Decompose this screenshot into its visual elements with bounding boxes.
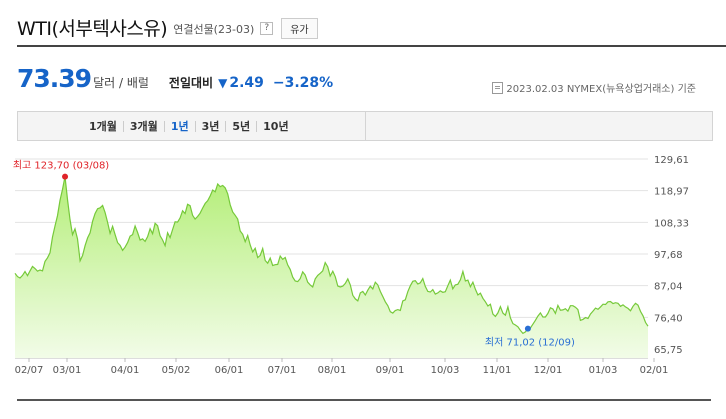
period-tab[interactable]: 5년: [232, 120, 251, 133]
low-label: 최저 71,02 (12/09): [485, 337, 575, 349]
period-tab[interactable]: 3개월: [129, 120, 158, 133]
tab-separator: [194, 120, 196, 132]
high-point-marker: [62, 173, 69, 180]
y-tick-label: 97,68: [654, 250, 683, 261]
y-tick-label: 129,61: [654, 155, 689, 166]
header-divider: [17, 45, 726, 47]
x-tick-label: 05/02: [162, 365, 191, 376]
period-tab[interactable]: 1개월: [89, 120, 117, 133]
x-tick-label: 08/01: [318, 365, 347, 376]
header: WTI(서부텍사스유) 연결선물(23-03) ? 유가: [17, 12, 318, 42]
price-unit: 달러 / 배럴: [93, 76, 149, 90]
page-title: WTI(서부텍사스유): [17, 17, 168, 40]
high-label: 최고 123,70 (03/08): [13, 160, 109, 172]
low-point-marker: [524, 325, 531, 332]
compare-label: 전일대비: [168, 76, 214, 90]
y-tick-label: 108,33: [654, 218, 689, 229]
x-tick-label: 12/01: [534, 365, 563, 376]
x-tick-label: 06/01: [215, 365, 244, 376]
contract-subtitle: 연결선물(23-03): [173, 22, 255, 36]
help-icon[interactable]: ?: [260, 22, 274, 35]
y-tick-label: 76,40: [654, 313, 683, 324]
x-tick-label: 02/01: [640, 365, 669, 376]
y-tick-label: 87,04: [654, 282, 683, 293]
period-tab[interactable]: 1년: [170, 120, 189, 133]
price-area: [15, 176, 648, 358]
oil-price-button[interactable]: 유가: [281, 17, 318, 39]
down-arrow-icon: ▼: [218, 76, 228, 90]
as-of-info: 2023.02.03 NYMEX(뉴욕상업거래소) 기준: [492, 80, 696, 95]
tab-separator: [122, 120, 124, 132]
document-icon: [492, 81, 504, 94]
period-bar-divider: [365, 112, 366, 140]
x-tick-label: 04/01: [111, 365, 140, 376]
y-tick-label: 65,75: [654, 345, 683, 356]
x-tick-label: 03/01: [53, 365, 82, 376]
x-tick-label: 02/07: [15, 365, 44, 376]
x-tick-label: 10/03: [431, 365, 460, 376]
period-tab[interactable]: 3년: [201, 120, 220, 133]
x-tick-label: 01/03: [589, 365, 618, 376]
price-change: 2.49: [229, 75, 264, 91]
period-tab[interactable]: 10년: [263, 120, 289, 133]
current-price: 73.39: [17, 64, 92, 93]
price-summary: 73.39 달러 / 배럴 전일대비 ▼ 2.49 −3.28%: [17, 64, 333, 93]
tab-separator: [256, 120, 258, 132]
footer-divider: [17, 399, 711, 401]
x-tick-label: 09/01: [376, 365, 405, 376]
y-tick-label: 118,97: [654, 187, 689, 198]
price-change-percent: −3.28%: [272, 75, 334, 91]
as-of-text: 2023.02.03 NYMEX(뉴욕상업거래소) 기준: [506, 84, 696, 95]
price-line: [14, 176, 649, 335]
tab-separator: [163, 120, 165, 132]
x-tick-label: 07/01: [268, 365, 297, 376]
period-selector: 1개월 3개월 1년 3년 5년 10년: [17, 111, 713, 141]
period-tabs: 1개월 3개월 1년 3년 5년 10년: [83, 112, 295, 140]
x-tick-label: 11/01: [483, 365, 512, 376]
tab-separator: [225, 120, 227, 132]
